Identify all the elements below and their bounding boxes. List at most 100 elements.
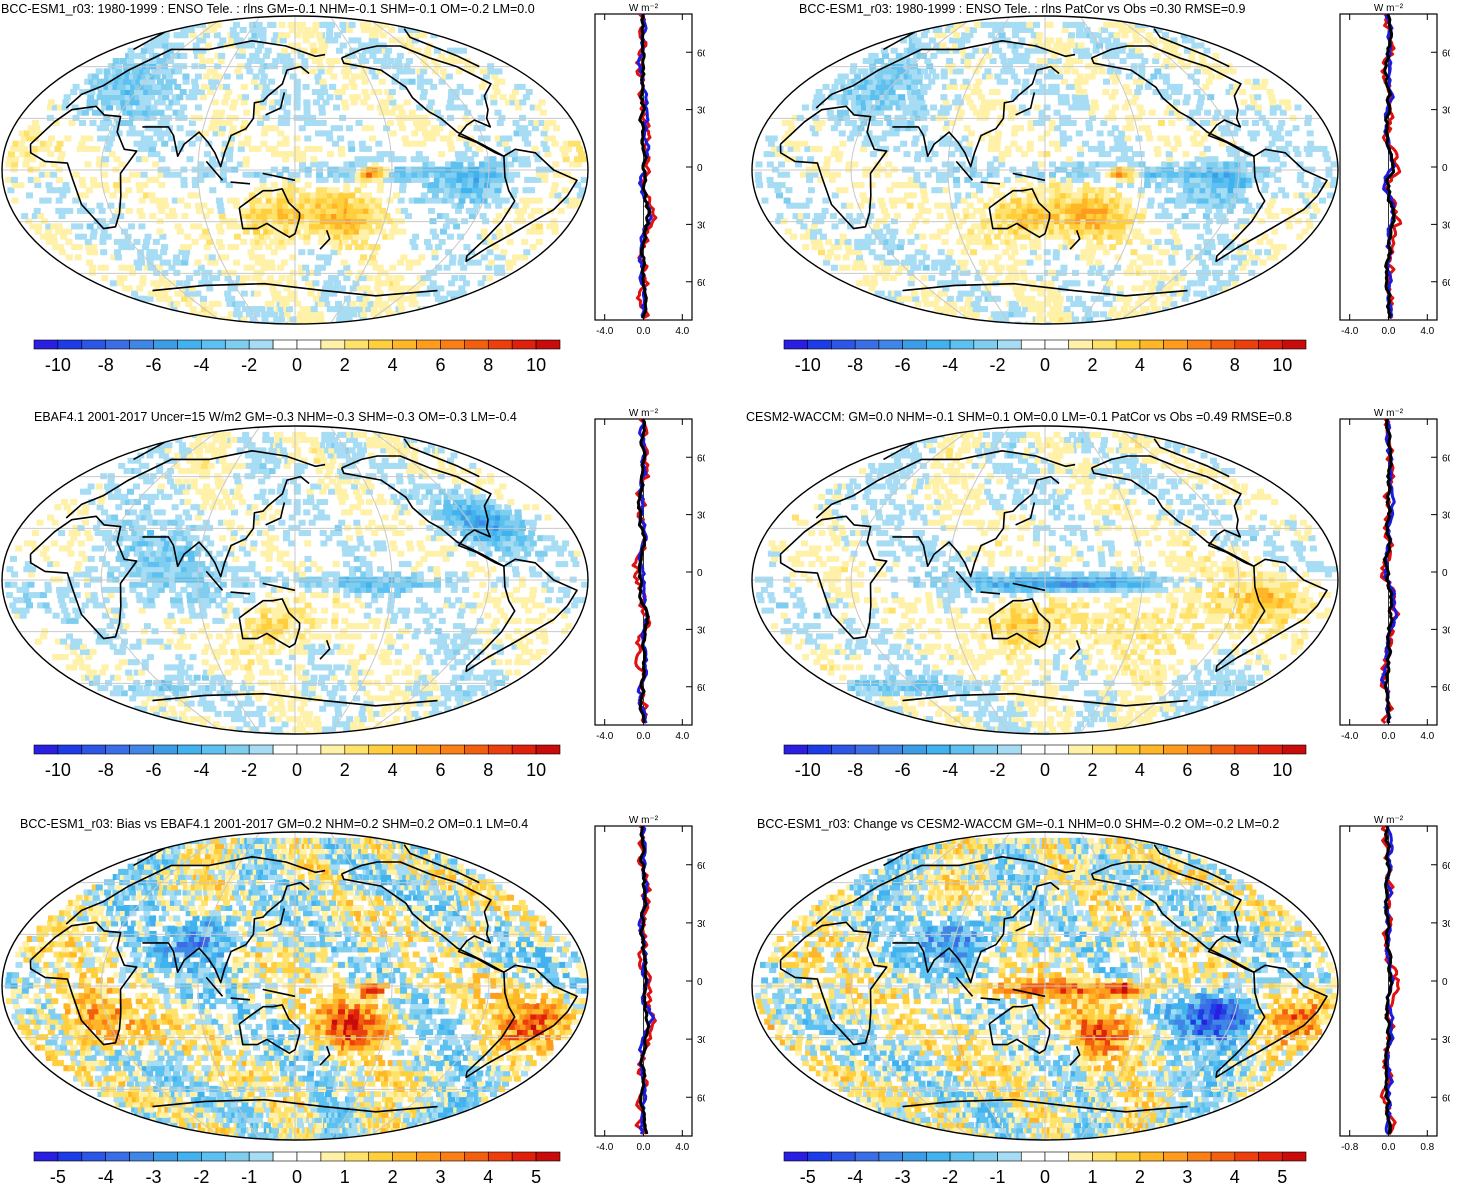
colorbar-tick-label: -1 [241,1167,257,1187]
colorbar-tick-label: -10 [45,760,71,780]
colorbar-tick-label: -2 [193,1167,209,1187]
zonal-ytick-label: 30N [1442,919,1450,930]
zonal-xtick-label: 4.0 [1420,326,1434,337]
zonal-xtick-label: -4.0 [1341,731,1359,742]
colorbar-tick-label: 2 [1087,355,1097,375]
colorbar-bin [57,1151,83,1162]
colorbar-bin [1068,1151,1093,1162]
colorbar-bin [1044,1151,1070,1162]
zonal-ytick-label: 30N [697,919,705,930]
colorbar-tick-label: 6 [1182,355,1192,375]
zonal-xtick-label: 0.0 [1382,1142,1396,1153]
colorbar-bin [416,1151,441,1162]
colorbar-bin [997,1151,1022,1162]
colorbar-bin [1092,1151,1117,1162]
colorbar-bin [902,339,927,350]
colorbar-tick-label: -2 [942,1167,958,1187]
colorbar-bin [831,339,856,350]
zonal-mean-plot: 60N 30N 0 30S 60S -4.0 0.0 4.0 W m⁻² [594,3,705,337]
panel-title: BCC-ESM1_r03: 1980-1999 : ENSO Tele. : r… [1,2,535,16]
colorbar-tick-label: -2 [241,760,257,780]
colorbar-bin [248,339,274,350]
colorbar-bin [854,339,880,350]
colorbar-bin [878,1151,903,1162]
colorbar-bin [272,744,298,755]
colorbar-bin [272,339,298,350]
colorbar-tick-label: 3 [1182,1167,1192,1187]
colorbar-bin [320,744,346,755]
colorbar-tick-label: -3 [895,1167,911,1187]
zonal-ytick-label: 60N [697,861,705,872]
colorbar-bin [416,744,441,755]
colorbar-bin [949,744,975,755]
zonal-unit-label: W m⁻² [629,815,659,826]
colorbar-bin [368,744,393,755]
colorbar-bin [1068,744,1093,755]
colorbar-bin [129,1151,154,1162]
colorbar-bin [997,339,1022,350]
zonal-ytick-label: 60N [1442,48,1450,59]
colorbar-bin [831,1151,856,1162]
panel-title: BCC-ESM1_r03: Bias vs EBAF4.1 2001-2017 … [20,817,529,831]
colorbar-tick-label: -2 [990,760,1006,780]
colorbar-bin [487,339,513,350]
colorbar-bin [926,744,951,755]
colorbar-bin [973,1151,998,1162]
colorbar-bin [33,1151,59,1162]
colorbar-tick-label: 6 [435,355,445,375]
zonal-xtick-label: -4.0 [596,731,614,742]
colorbar-tick-label: 8 [483,760,493,780]
colorbar-bin [57,744,83,755]
colorbar-bin [902,744,927,755]
zonal-ytick-label: 60S [1442,683,1450,694]
colorbar-bin [783,744,809,755]
panel-title: BCC-ESM1_r03: Change vs CESM2-WACCM GM=-… [757,817,1280,831]
zonal-xtick-label: 4.0 [675,326,689,337]
colorbar-tick-label: -10 [795,355,821,375]
colorbar-tick-label: 5 [531,1167,541,1187]
colorbar: -5 -4 -3 -2 -1 0 1 2 3 4 5 [783,1151,1307,1187]
colorbar-bin [1187,744,1212,755]
zonal-ytick-label: 30S [697,625,705,636]
zonal-ytick-label: 30S [697,220,705,231]
colorbar-bin [535,339,561,350]
colorbar-tick-label: -6 [146,760,162,780]
colorbar-bin [105,339,130,350]
zonal-series-line [1383,825,1394,1135]
zonal-ytick-label: 60N [1442,453,1450,464]
colorbar-bin [296,1151,322,1162]
colorbar: -10 -8 -6 -4 -2 0 2 4 6 8 10 [33,744,561,780]
colorbar-bin [1163,339,1188,350]
colorbar-bin [783,1151,809,1162]
world-map [751,425,1339,735]
zonal-unit-label: W m⁻² [1374,815,1404,826]
colorbar-bin [440,744,465,755]
colorbar-bin [902,1151,927,1162]
colorbar-tick-label: 10 [526,355,546,375]
colorbar-bin [224,744,250,755]
world-map [1,425,589,735]
zonal-xtick-label: 0.0 [637,1142,651,1153]
colorbar-bin [1234,744,1259,755]
colorbar-bin [177,744,202,755]
colorbar-bin [129,339,154,350]
zonal-unit-label: W m⁻² [1374,408,1404,419]
colorbar-tick-label: -4 [847,1167,863,1187]
colorbar-bin [1281,1151,1307,1162]
colorbar-bin [33,339,59,350]
colorbar-bin [807,339,832,350]
colorbar-bin [878,744,903,755]
colorbar-bin [1258,339,1283,350]
colorbar-tick-label: 8 [483,355,493,375]
world-map [1,15,589,325]
colorbar-bin [511,744,537,755]
colorbar-bin [1210,1151,1236,1162]
colorbar-tick-label: 4 [388,355,398,375]
colorbar-tick-label: -8 [847,760,863,780]
colorbar-tick-label: 4 [388,760,398,780]
colorbar-bin [81,1151,107,1162]
colorbar-bin [973,744,998,755]
zonal-series-line [1383,13,1396,319]
colorbar-bin [1115,1151,1141,1162]
colorbar-tick-label: -6 [895,760,911,780]
